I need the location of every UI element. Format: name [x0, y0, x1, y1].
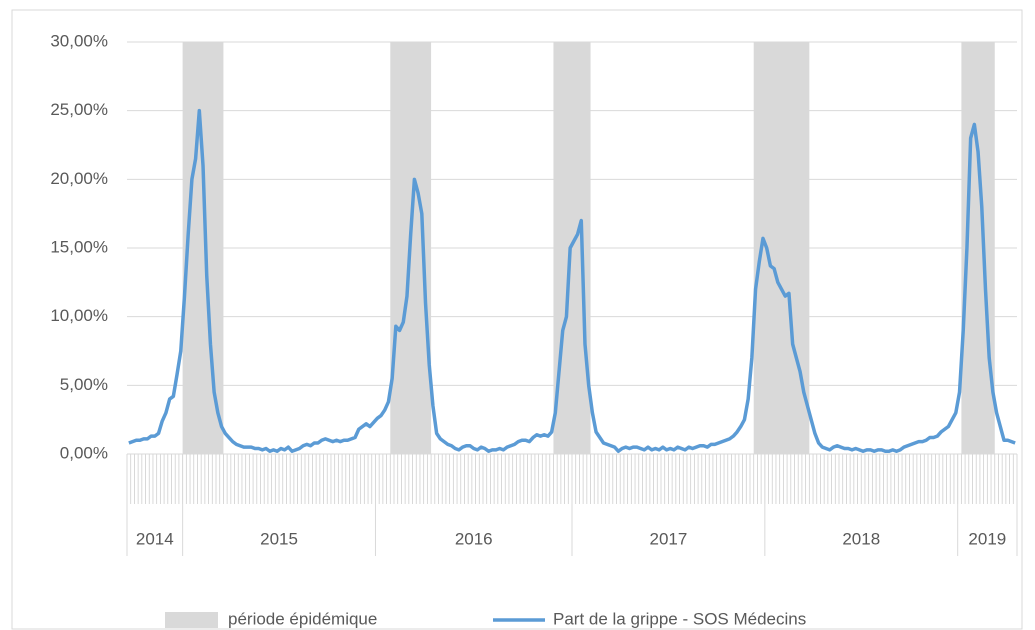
- chart-frame: [11, 9, 1023, 630]
- y-tick-label: 25,00%: [50, 100, 108, 119]
- legend-swatch: [165, 612, 218, 628]
- x-group-label: 2015: [260, 529, 298, 548]
- series-line: [128, 108, 1016, 453]
- y-tick-label: 20,00%: [50, 169, 108, 188]
- y-tick-label: 10,00%: [50, 306, 108, 325]
- y-tick-label: 15,00%: [50, 237, 108, 256]
- x-group-label: 2019: [968, 529, 1006, 548]
- y-tick-label: 0,00%: [60, 443, 108, 462]
- legend-label: période épidémique: [228, 609, 377, 628]
- x-group-label: 2014: [136, 529, 174, 548]
- x-group-label: 2016: [455, 529, 493, 548]
- y-tick-label: 5,00%: [60, 375, 108, 394]
- legend-label: Part de la grippe - SOS Médecins: [553, 609, 806, 628]
- x-group-label: 2018: [842, 529, 880, 548]
- x-group-label: 2017: [650, 529, 688, 548]
- y-tick-label: 30,00%: [50, 31, 108, 50]
